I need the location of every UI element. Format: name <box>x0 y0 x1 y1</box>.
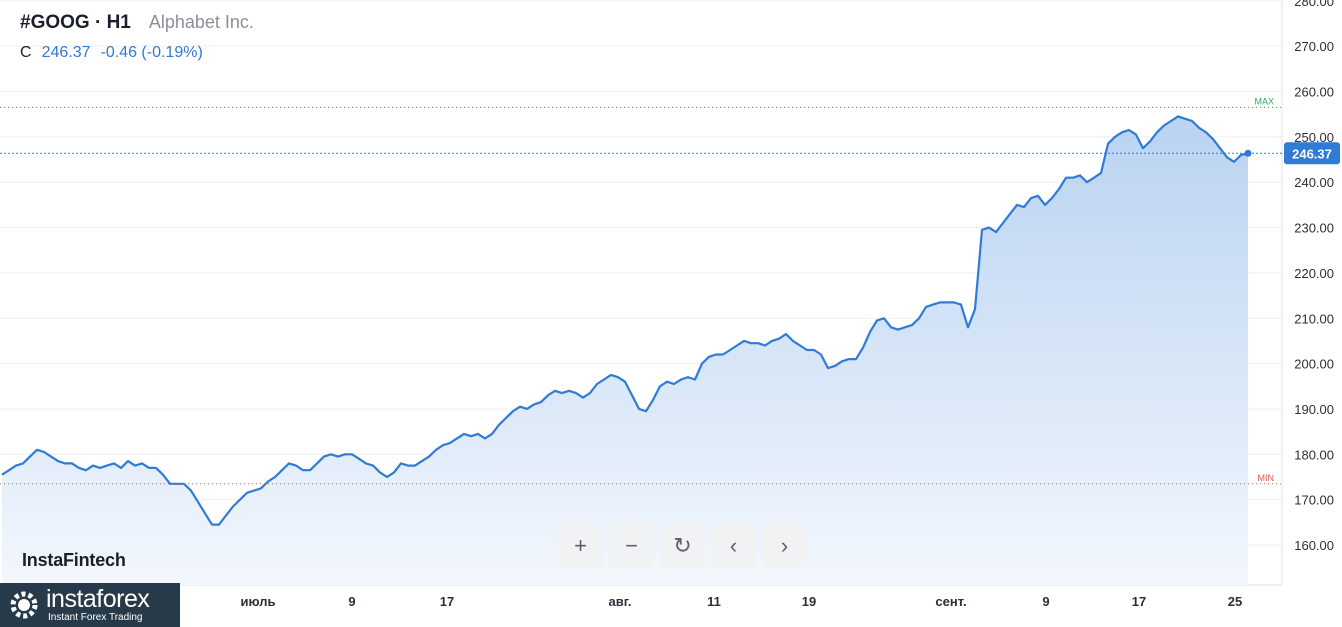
scroll-left-button[interactable]: ‹ <box>711 524 756 568</box>
chart-controls: + − ↻ ‹ › <box>558 524 807 568</box>
y-tick-label: 280.00 <box>1294 0 1334 9</box>
logo-tagline: Instant Forex Trading <box>48 612 143 623</box>
min-label: MIN <box>1258 473 1275 483</box>
scroll-right-button[interactable]: › <box>762 524 807 568</box>
x-tick-label: сент. <box>935 594 966 609</box>
close-value: 246.37 <box>41 44 91 61</box>
y-tick-label: 230.00 <box>1294 221 1334 236</box>
logo-name: instaforex <box>46 585 150 613</box>
y-tick-label: 170.00 <box>1294 493 1334 508</box>
ticker-symbol: #GOOG · H1 <box>20 12 131 33</box>
y-tick-label: 250.00 <box>1294 130 1334 145</box>
y-tick-label: 220.00 <box>1294 266 1334 281</box>
x-tick-label: 9 <box>1042 594 1049 609</box>
last-price-tag <box>1284 142 1340 165</box>
x-tick-label: 25 <box>1228 594 1242 609</box>
price-line <box>1 115 1249 526</box>
max-label: MAX <box>1254 96 1274 106</box>
gear-icon <box>10 591 38 619</box>
x-tick-label: 17 <box>1132 594 1146 609</box>
chart-header: #GOOG · H1 Alphabet Inc. C 246.37 -0.46 … <box>20 12 254 62</box>
last-price-label: 246.37 <box>1292 146 1332 161</box>
x-tick-label: 9 <box>348 594 355 609</box>
y-tick-label: 270.00 <box>1294 39 1334 54</box>
x-tick-label: 19 <box>802 594 816 609</box>
x-tick-label: авг. <box>609 594 632 609</box>
company-name: Alphabet Inc. <box>148 12 254 32</box>
zoom-in-button[interactable]: + <box>558 524 603 568</box>
y-tick-label: 240.00 <box>1294 175 1334 190</box>
y-tick-label: 200.00 <box>1294 357 1334 372</box>
last-price-dot <box>1244 149 1252 157</box>
x-tick-label: 17 <box>440 594 454 609</box>
y-tick-label: 160.00 <box>1294 538 1334 553</box>
x-tick-label: 11 <box>707 594 721 609</box>
close-label: C <box>20 44 32 61</box>
instafintech-label: InstaFintech <box>22 550 126 570</box>
y-tick-label: 260.00 <box>1294 85 1334 100</box>
y-tick-label: 180.00 <box>1294 447 1334 462</box>
zoom-out-button[interactable]: − <box>609 524 654 568</box>
y-tick-label: 210.00 <box>1294 311 1334 326</box>
instaforex-logo[interactable]: instaforex Instant Forex Trading <box>0 583 180 627</box>
y-tick-label: 190.00 <box>1294 402 1334 417</box>
price-change: -0.46 (-0.19%) <box>100 44 203 61</box>
reset-button[interactable]: ↻ <box>660 524 705 568</box>
x-tick-label: июль <box>240 594 275 609</box>
